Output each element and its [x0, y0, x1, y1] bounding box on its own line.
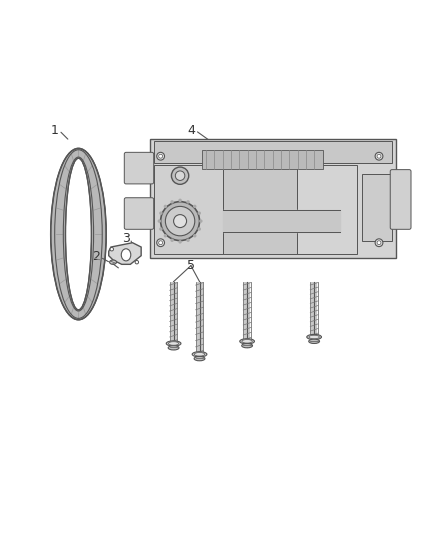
Ellipse shape — [157, 239, 165, 247]
Ellipse shape — [173, 215, 187, 228]
Text: 1: 1 — [51, 124, 59, 137]
Ellipse shape — [168, 342, 179, 345]
Ellipse shape — [170, 239, 174, 242]
FancyBboxPatch shape — [362, 174, 392, 240]
Ellipse shape — [157, 152, 165, 160]
Ellipse shape — [309, 335, 319, 338]
Ellipse shape — [121, 249, 131, 261]
FancyBboxPatch shape — [124, 152, 154, 184]
Ellipse shape — [168, 345, 179, 350]
Ellipse shape — [186, 239, 190, 242]
Ellipse shape — [309, 339, 320, 343]
Ellipse shape — [198, 212, 201, 215]
FancyBboxPatch shape — [154, 141, 392, 163]
Ellipse shape — [159, 227, 162, 231]
Ellipse shape — [186, 200, 190, 204]
Ellipse shape — [166, 206, 195, 236]
Text: 4: 4 — [187, 124, 195, 137]
Ellipse shape — [110, 247, 113, 251]
FancyBboxPatch shape — [150, 139, 396, 258]
FancyBboxPatch shape — [390, 169, 411, 229]
Ellipse shape — [377, 154, 381, 158]
Ellipse shape — [66, 158, 92, 310]
Polygon shape — [109, 243, 141, 264]
Ellipse shape — [135, 261, 138, 264]
Text: 2: 2 — [92, 251, 100, 263]
Ellipse shape — [242, 343, 253, 348]
Ellipse shape — [198, 227, 201, 231]
Ellipse shape — [307, 334, 321, 340]
Ellipse shape — [199, 220, 202, 223]
Text: 5: 5 — [187, 259, 195, 272]
Ellipse shape — [194, 352, 205, 356]
Ellipse shape — [159, 241, 162, 245]
FancyBboxPatch shape — [297, 165, 357, 254]
Ellipse shape — [192, 352, 207, 357]
Ellipse shape — [375, 152, 383, 160]
Ellipse shape — [159, 154, 162, 158]
Ellipse shape — [164, 205, 167, 208]
Ellipse shape — [166, 341, 181, 346]
Ellipse shape — [161, 201, 200, 240]
FancyBboxPatch shape — [154, 165, 223, 254]
Ellipse shape — [193, 205, 197, 208]
Ellipse shape — [178, 240, 182, 244]
Ellipse shape — [194, 357, 205, 361]
Ellipse shape — [159, 212, 162, 215]
Ellipse shape — [170, 200, 174, 204]
Ellipse shape — [175, 171, 185, 181]
Ellipse shape — [193, 234, 197, 238]
Ellipse shape — [110, 260, 117, 264]
FancyBboxPatch shape — [124, 198, 154, 229]
FancyBboxPatch shape — [223, 165, 297, 254]
Ellipse shape — [171, 167, 189, 184]
Ellipse shape — [164, 234, 167, 238]
Ellipse shape — [240, 338, 254, 344]
Ellipse shape — [377, 241, 381, 245]
Ellipse shape — [375, 239, 383, 247]
Ellipse shape — [178, 199, 182, 202]
Ellipse shape — [158, 220, 161, 223]
Text: 3: 3 — [122, 232, 130, 245]
FancyBboxPatch shape — [202, 150, 323, 169]
Ellipse shape — [242, 340, 252, 343]
Ellipse shape — [52, 149, 105, 319]
